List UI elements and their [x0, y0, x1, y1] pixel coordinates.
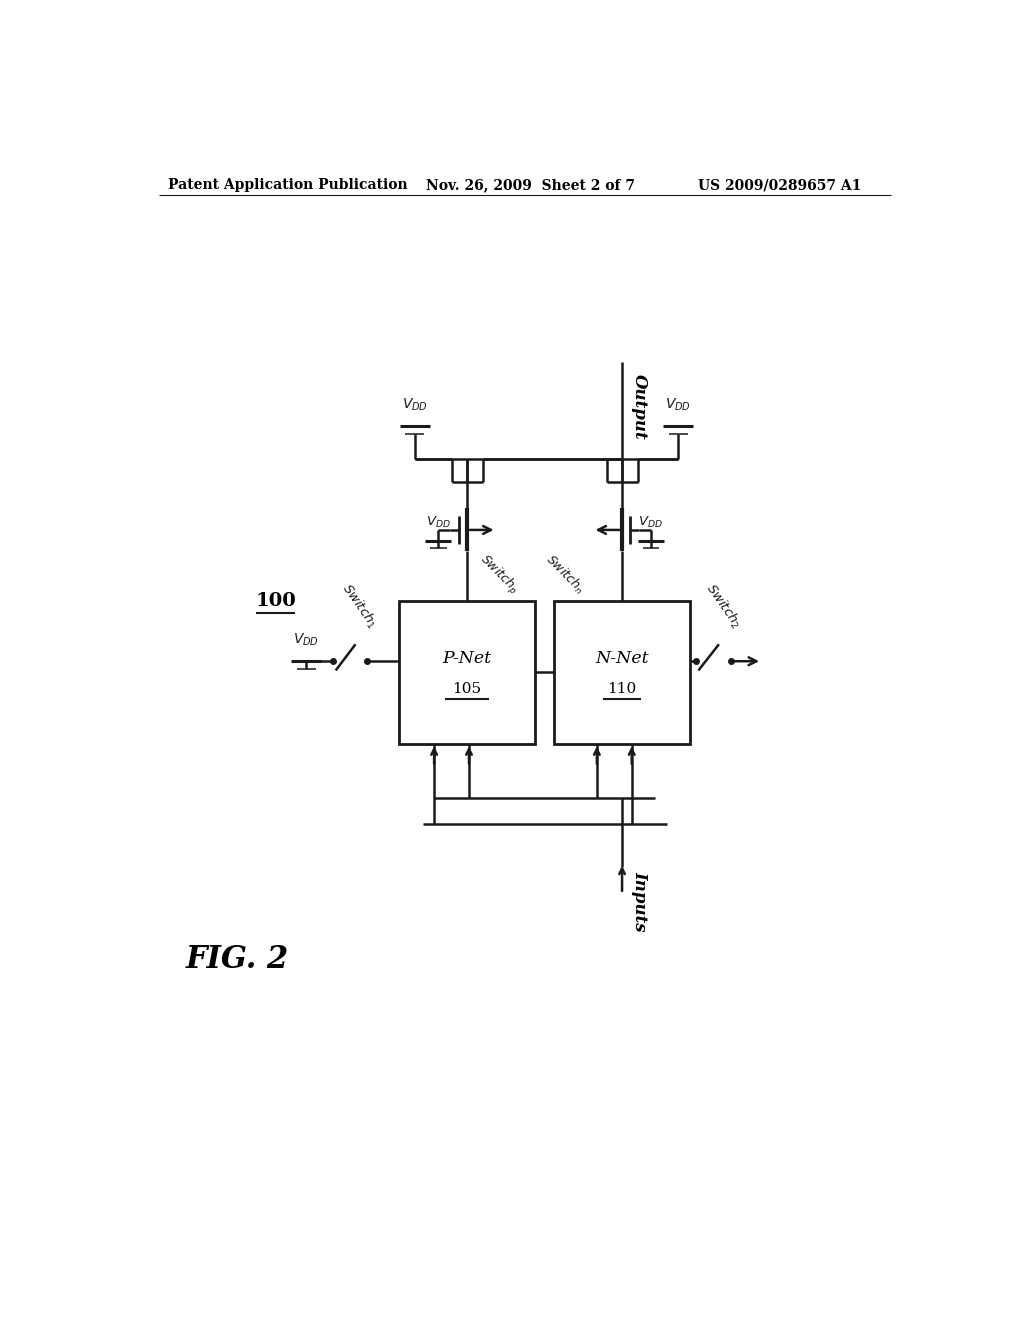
- Text: 100: 100: [256, 593, 297, 610]
- Text: $Switch_1$: $Switch_1$: [338, 581, 381, 632]
- Text: N-Net: N-Net: [595, 649, 649, 667]
- Text: Inputs: Inputs: [632, 871, 648, 932]
- Bar: [399, 601, 535, 743]
- Bar: [554, 601, 690, 743]
- Text: Output: Output: [632, 374, 648, 440]
- Text: P-Net: P-Net: [442, 649, 492, 667]
- Text: $V_{DD}$: $V_{DD}$: [426, 515, 451, 529]
- Text: $V_{DD}$: $V_{DD}$: [638, 515, 664, 529]
- Text: 110: 110: [607, 682, 637, 697]
- Text: $V_{DD}$: $V_{DD}$: [401, 396, 428, 413]
- Text: $Switch_p$: $Switch_p$: [475, 552, 522, 598]
- Text: 105: 105: [453, 682, 481, 697]
- Text: Patent Application Publication: Patent Application Publication: [168, 178, 408, 193]
- Text: US 2009/0289657 A1: US 2009/0289657 A1: [697, 178, 861, 193]
- Text: Nov. 26, 2009  Sheet 2 of 7: Nov. 26, 2009 Sheet 2 of 7: [426, 178, 635, 193]
- Text: $Switch_2$: $Switch_2$: [701, 581, 744, 632]
- Text: $V_{DD}$: $V_{DD}$: [666, 396, 691, 413]
- Text: FIG. 2: FIG. 2: [186, 944, 290, 974]
- Text: $Switch_n$: $Switch_n$: [542, 552, 587, 597]
- Text: $V_{DD}$: $V_{DD}$: [293, 631, 319, 648]
